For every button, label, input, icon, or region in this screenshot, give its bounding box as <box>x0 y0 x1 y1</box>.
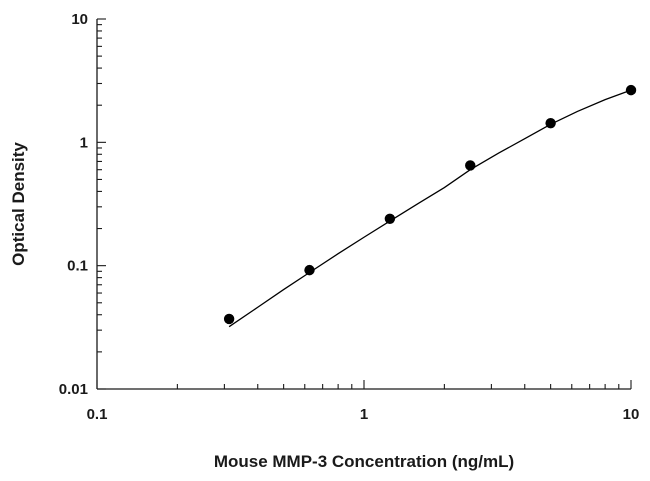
data-point <box>384 213 396 224</box>
data-points <box>223 84 637 325</box>
y-tick-label-2: 1 <box>80 134 88 151</box>
y-tick-label-1: 0.1 <box>67 258 88 275</box>
x-axis-title: Mouse MMP-3 Concentration (ng/mL) <box>214 452 514 471</box>
data-point <box>304 264 315 276</box>
data-point <box>465 160 476 171</box>
data-point <box>625 84 637 96</box>
axis-ticks <box>96 18 632 390</box>
y-tick-label-3: 10 <box>71 11 88 28</box>
fit-curve <box>228 89 632 328</box>
x-tick-label-1: 1 <box>360 406 368 423</box>
data-point <box>545 117 556 129</box>
x-tick-label-2: 10 <box>623 406 640 423</box>
data-point <box>223 313 235 325</box>
x-tick-label-0: 0.1 <box>87 406 108 423</box>
y-axis-title: Optical Density <box>9 142 28 266</box>
y-tick-label-0: 0.01 <box>59 381 88 398</box>
